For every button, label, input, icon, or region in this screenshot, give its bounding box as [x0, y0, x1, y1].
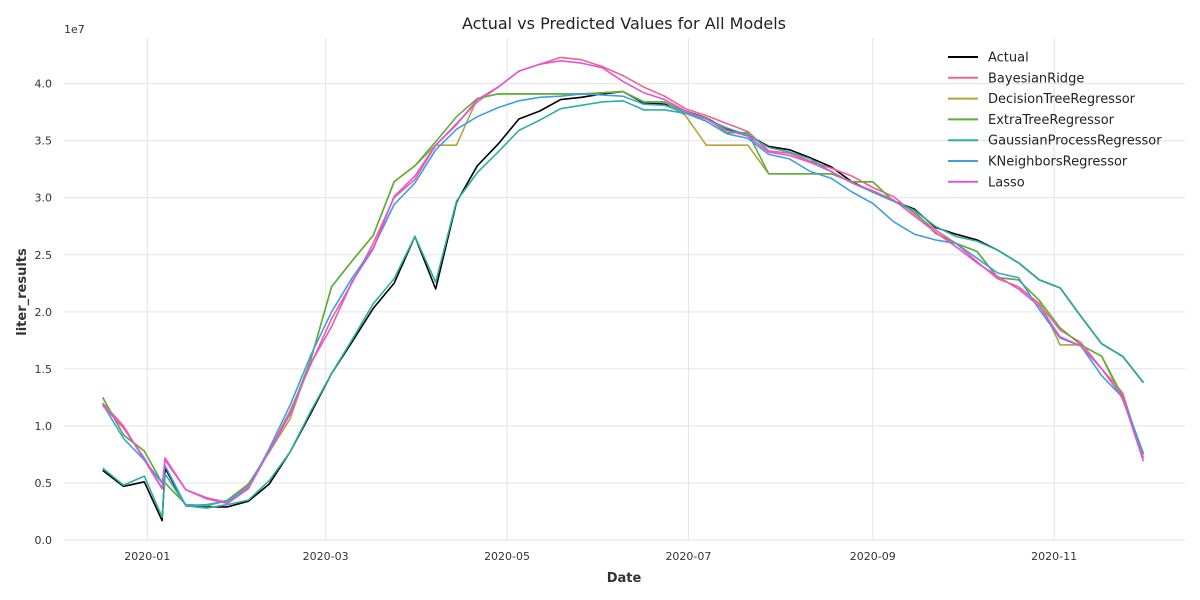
- legend-item-extratreeregressor: ExtraTreeRegressor: [948, 113, 1115, 128]
- y-tick-label: 4.0: [35, 78, 53, 91]
- series-lines: [101, 56, 1145, 522]
- legend-item-actual: Actual: [948, 51, 1029, 66]
- legend-label: GaussianProcessRegressor: [988, 134, 1162, 149]
- y-tick-label: 0.5: [35, 477, 53, 490]
- legend-item-lasso: Lasso: [948, 175, 1025, 190]
- legend-label: Actual: [988, 51, 1029, 66]
- legend-item-kneighborsregressor: KNeighborsRegressor: [948, 155, 1128, 170]
- x-tick-label: 2020-05: [484, 550, 530, 563]
- y-tick-label: 1.0: [35, 420, 53, 433]
- x-tick-label: 2020-09: [850, 550, 896, 563]
- y-tick-label: 2.0: [35, 306, 53, 319]
- series-line-lasso: [102, 59, 1145, 505]
- y-axis-multiplier: 1e7: [64, 23, 85, 36]
- y-tick-label: 1.5: [35, 363, 53, 376]
- legend-label: KNeighborsRegressor: [988, 155, 1128, 170]
- y-tick-label: 2.5: [35, 249, 53, 262]
- legend-label: Lasso: [988, 175, 1025, 190]
- axes: 0.0 0.5 1.0 1.5 2.0 2.5 3.0 3.5 4.0 2020-01 2020-0…: [35, 78, 1078, 563]
- legend-label: BayesianRidge: [988, 71, 1084, 86]
- grid: [64, 38, 1185, 541]
- legend-item-bayesianridge: BayesianRidge: [948, 71, 1084, 86]
- legend-item-decisiontreeregressor: DecisionTreeRegressor: [948, 92, 1136, 107]
- x-tick-label: 2020-03: [303, 550, 349, 563]
- legend: Actual BayesianRidge DecisionTreeRegressor…: [948, 51, 1162, 190]
- y-tick-label: 3.5: [35, 135, 53, 148]
- x-tick-label: 2020-07: [665, 550, 711, 563]
- legend-label: ExtraTreeRegressor: [988, 113, 1115, 128]
- y-axis-title: liter_results: [15, 248, 30, 336]
- y-tick-label: 0.0: [35, 534, 53, 547]
- chart-title: Actual vs Predicted Values for All Model…: [462, 14, 786, 33]
- y-tick-label: 3.0: [35, 192, 53, 205]
- x-axis-title: Date: [607, 571, 642, 586]
- series-line-kneighborsregressor: [102, 93, 1145, 507]
- x-tick-label: 2020-11: [1031, 550, 1077, 563]
- legend-label: DecisionTreeRegressor: [988, 92, 1136, 107]
- legend-item-gaussianprocessregressor: GaussianProcessRegressor: [948, 134, 1162, 149]
- series-line-gaussianprocessregressor: [102, 100, 1145, 519]
- x-tick-label: 2020-01: [124, 550, 170, 563]
